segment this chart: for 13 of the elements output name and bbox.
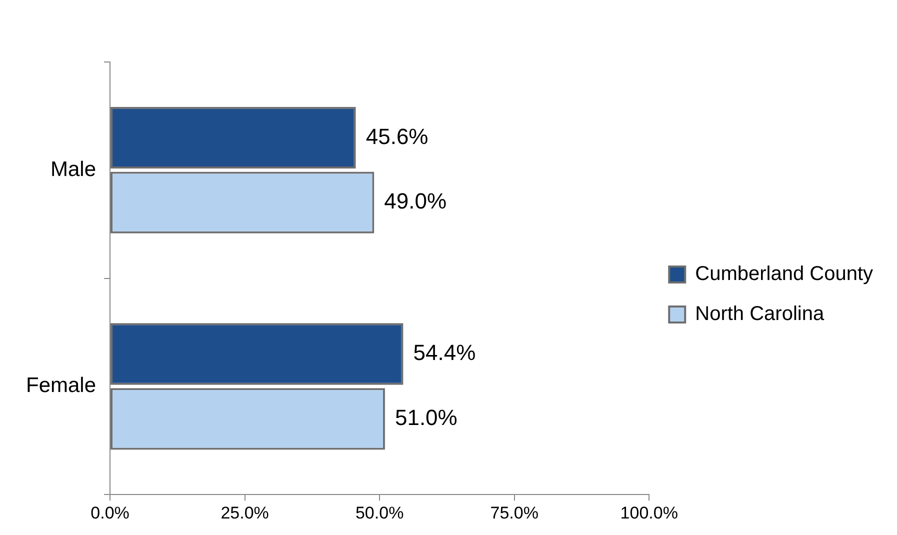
data-label: 49.0%	[384, 188, 447, 214]
x-tick-label: 0.0%	[90, 503, 130, 522]
x-tick-label: 50.0%	[355, 503, 404, 522]
x-tick-label: 100.0%	[620, 503, 678, 522]
y-tick-label: Female	[26, 374, 96, 398]
x-tick-label: 25.0%	[220, 503, 269, 522]
x-tick-label: 75.0%	[490, 503, 538, 522]
y-tick-label: Male	[50, 158, 96, 181]
data-label: 51.0%	[394, 404, 458, 430]
legend-label: Cumberland County	[695, 263, 874, 286]
legend-label: North Carolina	[695, 303, 825, 326]
data-label: 45.6%	[366, 124, 428, 149]
data-label: 54.4%	[413, 340, 476, 366]
